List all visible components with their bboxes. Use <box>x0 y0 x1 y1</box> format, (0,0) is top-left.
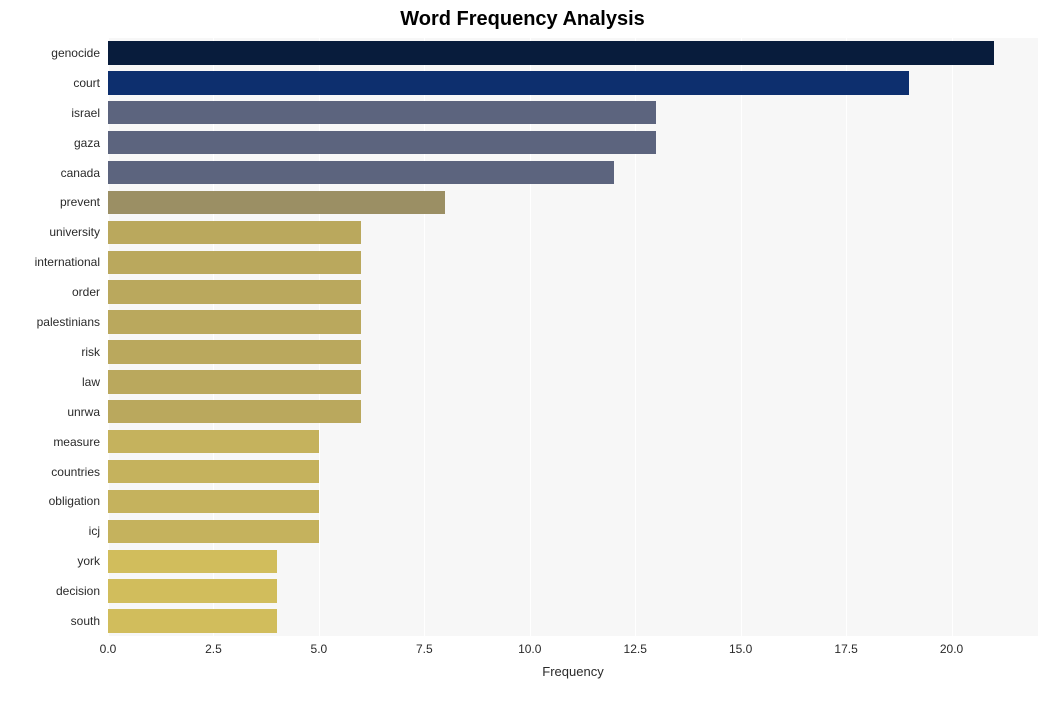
bar <box>108 370 361 393</box>
y-tick-label: university <box>49 225 108 239</box>
bar <box>108 430 319 453</box>
gridline <box>846 38 847 636</box>
y-tick-label: prevent <box>60 195 108 209</box>
y-tick-label: gaza <box>74 136 108 150</box>
y-tick-label: unrwa <box>67 405 108 419</box>
y-tick-label: decision <box>56 584 108 598</box>
bar <box>108 310 361 333</box>
y-tick-label: court <box>73 76 108 90</box>
y-tick-label: israel <box>71 106 108 120</box>
y-tick-label: obligation <box>49 494 108 508</box>
gridline <box>213 38 214 636</box>
gridline <box>530 38 531 636</box>
gridline <box>424 38 425 636</box>
y-tick-label: measure <box>53 435 108 449</box>
y-tick-label: genocide <box>51 46 108 60</box>
bar <box>108 579 277 602</box>
gridline <box>741 38 742 636</box>
bar <box>108 550 277 573</box>
bar <box>108 340 361 363</box>
gridline <box>319 38 320 636</box>
y-tick-label: countries <box>51 465 108 479</box>
bar <box>108 609 277 632</box>
bar <box>108 460 319 483</box>
gridline <box>108 38 109 636</box>
gridline <box>635 38 636 636</box>
bar <box>108 400 361 423</box>
bar <box>108 490 319 513</box>
chart-title: Word Frequency Analysis <box>0 8 1045 31</box>
bar <box>108 520 319 543</box>
y-tick-label: icj <box>89 524 108 538</box>
y-tick-label: order <box>72 285 108 299</box>
chart-container: Word Frequency Analysis 0.02.55.07.510.0… <box>0 0 1045 701</box>
bar <box>108 41 994 64</box>
bar <box>108 161 614 184</box>
plot-area: 0.02.55.07.510.012.515.017.520.0Frequenc… <box>108 38 1038 636</box>
x-axis-label: Frequency <box>108 636 1038 679</box>
y-tick-label: risk <box>81 345 108 359</box>
bar <box>108 221 361 244</box>
y-tick-label: south <box>71 614 108 628</box>
gridline <box>952 38 953 636</box>
y-tick-label: canada <box>61 166 108 180</box>
bar <box>108 251 361 274</box>
bar <box>108 191 445 214</box>
y-tick-label: york <box>77 554 108 568</box>
y-tick-label: law <box>82 375 108 389</box>
bar <box>108 131 656 154</box>
bar <box>108 101 656 124</box>
y-tick-label: international <box>35 255 108 269</box>
y-tick-label: palestinians <box>37 315 108 329</box>
bar <box>108 280 361 303</box>
bar <box>108 71 909 94</box>
